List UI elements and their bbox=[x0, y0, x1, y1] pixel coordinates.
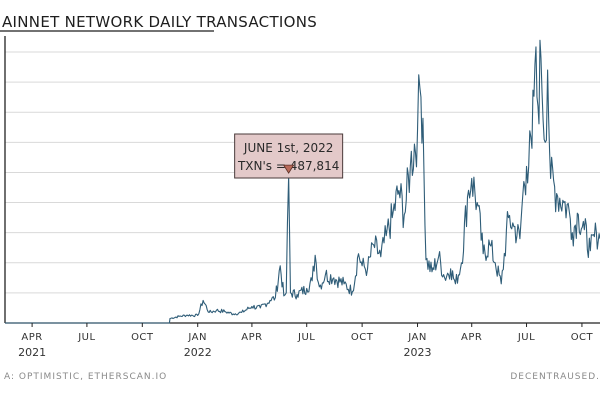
x-tick-label: JUL bbox=[77, 332, 95, 343]
x-tick-label: APR bbox=[21, 332, 42, 343]
x-tick-label: JAN bbox=[187, 332, 207, 343]
axes bbox=[4, 36, 600, 324]
x-tick-label: OCT bbox=[571, 332, 594, 343]
series-group bbox=[5, 39, 600, 324]
annotation-date-label: JUNE 1st, 2022 bbox=[243, 141, 333, 155]
x-tick-label: JUL bbox=[517, 332, 535, 343]
x-tick-label: APR bbox=[241, 332, 262, 343]
x-tick-label: OCT bbox=[351, 332, 374, 343]
watermark: DECENTRAUSED. bbox=[510, 372, 600, 382]
source-note: A: OPTIMISTIC, ETHERSCAN.IO bbox=[4, 372, 167, 382]
x-tick-label: JAN bbox=[407, 332, 427, 343]
x-year-label: 2022 bbox=[184, 346, 212, 359]
series-line bbox=[5, 39, 600, 324]
chart-title: AINNET NETWORK DAILY TRANSACTIONS bbox=[2, 13, 317, 31]
x-year-label: 2021 bbox=[18, 346, 46, 359]
x-tick-label: APR bbox=[461, 332, 482, 343]
x-tick-label: OCT bbox=[131, 332, 154, 343]
x-year-label: 2023 bbox=[404, 346, 432, 359]
x-axis-ticks: APR JUL OCT JAN APR JUL OCT JAN APR JUL OCT 2021 202… bbox=[18, 323, 593, 359]
annotation-marker bbox=[282, 164, 295, 174]
annotation: JUNE 1st, 2022 TXN's = 487,814 bbox=[234, 133, 344, 179]
x-tick-label: JUL bbox=[297, 332, 315, 343]
